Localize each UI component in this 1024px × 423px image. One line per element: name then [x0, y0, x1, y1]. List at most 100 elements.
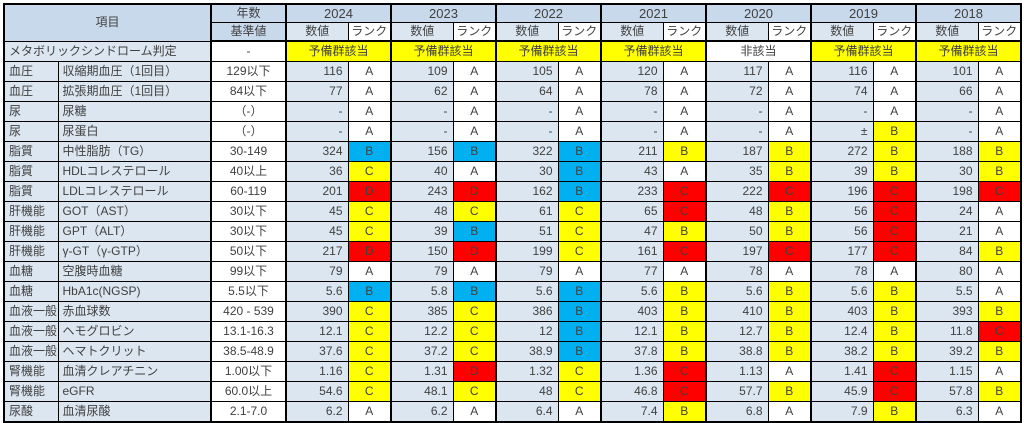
value-cell-2021[interactable]: 78	[600, 81, 664, 102]
rank-cell-2018[interactable]: B	[977, 161, 1022, 182]
value-cell-2023[interactable]: 156	[390, 141, 454, 162]
value-cell-2020[interactable]: 38.8	[705, 341, 769, 362]
value-cell-2019[interactable]: 5.6	[810, 281, 874, 302]
value-cell-2018[interactable]: 6.3	[915, 401, 979, 423]
rank-header-2019[interactable]: ランク	[872, 22, 917, 42]
item-cell[interactable]: 赤血球数	[57, 301, 212, 322]
rank-cell-2020[interactable]: B	[767, 381, 812, 402]
value-cell-2019[interactable]: 45.9	[810, 381, 874, 402]
rank-cell-2021[interactable]: A	[662, 81, 707, 102]
value-cell-2023[interactable]: 79	[390, 261, 454, 282]
value-cell-2022[interactable]: 38.9	[495, 341, 559, 362]
value-cell-2021[interactable]: 7.4	[600, 401, 664, 423]
value-cell-2021[interactable]: 1.36	[600, 361, 664, 382]
value-cell-2022[interactable]: 61	[495, 201, 559, 222]
value-cell-2023[interactable]: 62	[390, 81, 454, 102]
rank-cell-2018[interactable]: A	[977, 61, 1022, 82]
rank-cell-2020[interactable]: A	[767, 81, 812, 102]
value-header-2021[interactable]: 数値	[600, 22, 664, 42]
rank-cell-2024[interactable]: D	[347, 241, 392, 262]
year-header-2018[interactable]: 2018	[915, 3, 1022, 23]
value-cell-2023[interactable]: 39	[390, 221, 454, 242]
value-cell-2019[interactable]: 403	[810, 301, 874, 322]
value-cell-2018[interactable]: 24	[915, 201, 979, 222]
value-cell-2022[interactable]: 199	[495, 241, 559, 262]
years-header[interactable]: 年数	[210, 3, 287, 23]
value-cell-2024[interactable]: 37.6	[285, 341, 349, 362]
metabolic-result-2024[interactable]: 予備群該当	[285, 40, 392, 62]
rank-cell-2021[interactable]: A	[662, 101, 707, 122]
metabolic-result-2021[interactable]: 予備群該当	[600, 40, 707, 62]
rank-header-2023[interactable]: ランク	[452, 22, 497, 42]
value-cell-2024[interactable]: 6.2	[285, 401, 349, 423]
rank-cell-2023[interactable]: A	[452, 401, 497, 423]
value-cell-2024[interactable]: 390	[285, 301, 349, 322]
value-cell-2020[interactable]: 222	[705, 181, 769, 202]
item-cell[interactable]: ヘマトクリット	[57, 341, 212, 362]
standard-cell[interactable]: （-）	[210, 101, 287, 122]
value-cell-2024[interactable]: 54.6	[285, 381, 349, 402]
rank-cell-2021[interactable]: C	[662, 241, 707, 262]
value-cell-2019[interactable]: 116	[810, 61, 874, 82]
rank-header-2022[interactable]: ランク	[557, 22, 602, 42]
value-cell-2024[interactable]: 5.6	[285, 281, 349, 302]
standard-cell[interactable]: 5.5以下	[210, 281, 287, 302]
standard-cell[interactable]: 1.00以下	[210, 361, 287, 382]
rank-cell-2019[interactable]: C	[872, 201, 917, 222]
rank-cell-2022[interactable]: A	[557, 61, 602, 82]
rank-cell-2020[interactable]: A	[767, 121, 812, 142]
value-cell-2019[interactable]: -	[810, 101, 874, 122]
rank-cell-2020[interactable]: B	[767, 141, 812, 162]
item-cell[interactable]: GOT（AST）	[57, 201, 212, 222]
rank-header-2018[interactable]: ランク	[977, 22, 1022, 42]
rank-cell-2020[interactable]: A	[767, 101, 812, 122]
value-cell-2024[interactable]: -	[285, 121, 349, 142]
standard-cell[interactable]: 30以下	[210, 201, 287, 222]
value-header-2018[interactable]: 数値	[915, 22, 979, 42]
standard-cell[interactable]: 420 - 539	[210, 301, 287, 322]
rank-cell-2023[interactable]: A	[452, 261, 497, 282]
rank-cell-2020[interactable]: C	[767, 241, 812, 262]
category-cell[interactable]: 尿	[3, 121, 59, 142]
value-cell-2024[interactable]: -	[285, 101, 349, 122]
standard-cell[interactable]: 38.5-48.9	[210, 341, 287, 362]
rank-cell-2019[interactable]: C	[872, 181, 917, 202]
rank-cell-2020[interactable]: B	[767, 281, 812, 302]
rank-cell-2024[interactable]: A	[347, 261, 392, 282]
rank-cell-2024[interactable]: C	[347, 361, 392, 382]
value-cell-2018[interactable]: 393	[915, 301, 979, 322]
rank-cell-2018[interactable]: B	[977, 381, 1022, 402]
value-cell-2022[interactable]: 12	[495, 321, 559, 342]
category-cell[interactable]: 血糖	[3, 261, 59, 282]
rank-cell-2023[interactable]: A	[452, 121, 497, 142]
value-cell-2020[interactable]: 117	[705, 61, 769, 82]
rank-cell-2018[interactable]: A	[977, 401, 1022, 423]
category-cell[interactable]: 血糖	[3, 281, 59, 302]
rank-cell-2019[interactable]: B	[872, 301, 917, 322]
value-cell-2019[interactable]: 177	[810, 241, 874, 262]
rank-cell-2023[interactable]: D	[452, 181, 497, 202]
value-cell-2020[interactable]: 78	[705, 261, 769, 282]
standard-cell[interactable]: 40以上	[210, 161, 287, 182]
value-cell-2024[interactable]: 45	[285, 201, 349, 222]
metabolic-result-2019[interactable]: 予備群該当	[810, 40, 917, 62]
value-cell-2022[interactable]: 162	[495, 181, 559, 202]
rank-cell-2023[interactable]: A	[452, 81, 497, 102]
value-cell-2020[interactable]: 35	[705, 161, 769, 182]
category-cell[interactable]: 血圧	[3, 61, 59, 82]
rank-cell-2022[interactable]: C	[557, 241, 602, 262]
rank-cell-2023[interactable]: D	[452, 241, 497, 262]
rank-cell-2022[interactable]: A	[557, 121, 602, 142]
value-cell-2024[interactable]: 1.16	[285, 361, 349, 382]
value-cell-2019[interactable]: 38.2	[810, 341, 874, 362]
value-cell-2019[interactable]: 272	[810, 141, 874, 162]
rank-cell-2021[interactable]: C	[662, 201, 707, 222]
value-cell-2021[interactable]: 161	[600, 241, 664, 262]
rank-cell-2024[interactable]: C	[347, 201, 392, 222]
rank-cell-2019[interactable]: A	[872, 261, 917, 282]
value-cell-2022[interactable]: 6.4	[495, 401, 559, 423]
rank-cell-2018[interactable]: A	[977, 201, 1022, 222]
year-header-2020[interactable]: 2020	[705, 3, 812, 23]
rank-cell-2020[interactable]: B	[767, 161, 812, 182]
value-cell-2022[interactable]: 48	[495, 381, 559, 402]
